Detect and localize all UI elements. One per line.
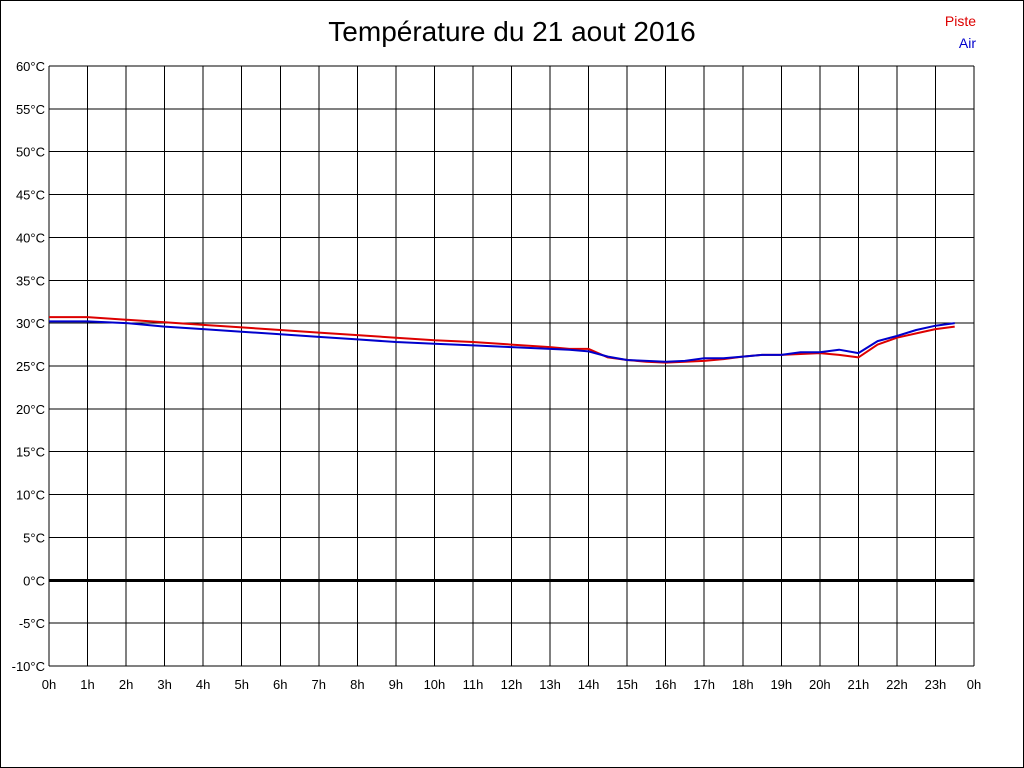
x-tick-label: 18h: [732, 677, 754, 692]
x-tick-label: 16h: [655, 677, 677, 692]
x-tick-label: 3h: [157, 677, 171, 692]
x-tick-label: 14h: [578, 677, 600, 692]
x-tick-label: 21h: [848, 677, 870, 692]
x-tick-label: 8h: [350, 677, 364, 692]
x-tick-label: 13h: [539, 677, 561, 692]
y-tick-label: 60°C: [16, 59, 45, 74]
y-tick-label: 0°C: [23, 573, 45, 588]
y-tick-label: -5°C: [19, 616, 45, 631]
x-tick-label: 6h: [273, 677, 287, 692]
x-tick-label: 15h: [616, 677, 638, 692]
x-tick-label: 7h: [312, 677, 326, 692]
x-tick-label: 23h: [925, 677, 947, 692]
x-tick-label: 12h: [501, 677, 523, 692]
x-tick-label: 17h: [693, 677, 715, 692]
x-tick-label: 19h: [770, 677, 792, 692]
x-tick-label: 5h: [234, 677, 248, 692]
series-line-air: [49, 320, 955, 363]
y-tick-label: 40°C: [16, 230, 45, 245]
y-tick-label: 20°C: [16, 402, 45, 417]
y-tick-label: 55°C: [16, 102, 45, 117]
x-tick-label: 9h: [389, 677, 403, 692]
legend-air: Air: [958, 35, 976, 51]
y-tick-label: 30°C: [16, 316, 45, 331]
y-tick-label: 25°C: [16, 359, 45, 374]
chart-title: Température du 21 aout 2016: [328, 16, 696, 47]
x-tick-label: 10h: [424, 677, 446, 692]
y-tick-label: 45°C: [16, 188, 45, 203]
x-tick-label: 0h: [967, 677, 981, 692]
y-tick-label: 15°C: [16, 445, 45, 460]
x-tick-label: 1h: [80, 677, 94, 692]
y-tick-label: 35°C: [16, 273, 45, 288]
series-line-piste: [49, 316, 955, 364]
x-tick-label: 20h: [809, 677, 831, 692]
y-tick-label: 5°C: [23, 530, 45, 545]
x-tick-label: 11h: [463, 677, 484, 692]
x-tick-label: 2h: [119, 677, 133, 692]
y-tick-label: 10°C: [16, 488, 45, 503]
y-tick-label: 50°C: [16, 145, 45, 160]
x-tick-label: 0h: [42, 677, 56, 692]
legend-piste: Piste: [944, 13, 976, 29]
y-tick-label: -10°C: [12, 659, 45, 674]
x-tick-label: 22h: [886, 677, 908, 692]
x-tick-label: 4h: [196, 677, 210, 692]
